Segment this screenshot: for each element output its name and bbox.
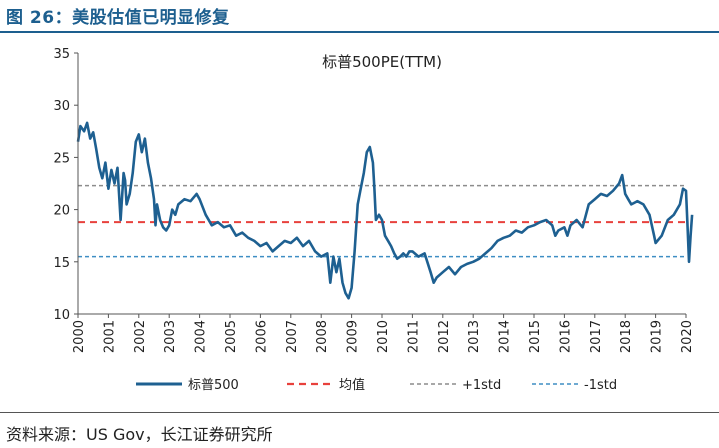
x-tick-label: 2002: [133, 320, 148, 353]
legend-label: 均值: [339, 377, 365, 393]
x-tick-label: 2018: [619, 320, 634, 353]
x-tick-label: 2001: [102, 320, 117, 353]
x-tick-label: 2016: [558, 320, 573, 353]
x-tick-label: 2005: [224, 320, 239, 353]
series-line-sp500: [76, 121, 694, 300]
source-divider: [0, 412, 719, 413]
x-tick-label: 2000: [72, 320, 87, 353]
x-tick-label: 2015: [528, 320, 543, 353]
x-tick-label: 2007: [285, 320, 300, 353]
x-tick-label: 2009: [346, 320, 361, 353]
y-tick-label: 35: [53, 47, 70, 62]
legend-label: +1std: [462, 378, 501, 393]
y-tick-label: 10: [53, 308, 70, 323]
x-tick-label: 2006: [254, 320, 269, 353]
x-tick-label: 2020: [680, 320, 695, 353]
legend: 标普500 均值 +1std -1std: [136, 377, 617, 393]
y-tick-label: 30: [53, 99, 70, 114]
y-tick-label: 25: [53, 151, 70, 166]
series-layer: [76, 121, 694, 300]
figure-title: 图 26：美股估值已明显修复: [6, 8, 230, 28]
source-note: 资料来源：US Gov，长江证券研究所: [6, 425, 273, 444]
x-tick-label: 2004: [194, 320, 209, 353]
x-tick-label: 2013: [467, 320, 482, 353]
x-tick-label: 2017: [589, 320, 604, 353]
pe-chart: 10 15 20 25 30 35 2000 2001 2002 2003 2004 2005 2006…: [53, 47, 695, 393]
x-tick-label: 2010: [376, 320, 391, 353]
title-divider: [0, 31, 719, 33]
axis-layer: 10 15 20 25 30 35 2000 2001 2002 2003 2004 2005 2006…: [53, 47, 695, 353]
x-tick-label: 2019: [650, 320, 665, 353]
legend-label: -1std: [584, 378, 617, 393]
chart-title: 标普500PE(TTM): [322, 53, 442, 71]
x-tick-label: 2008: [315, 320, 330, 353]
x-tick-label: 2012: [437, 320, 452, 353]
legend-label: 标普500: [188, 378, 239, 393]
x-tick-label: 2014: [498, 320, 513, 353]
x-tick-label: 2011: [406, 320, 421, 353]
x-tick-label: 2003: [163, 320, 178, 353]
y-tick-label: 15: [53, 256, 70, 271]
y-tick-label: 20: [53, 204, 70, 219]
